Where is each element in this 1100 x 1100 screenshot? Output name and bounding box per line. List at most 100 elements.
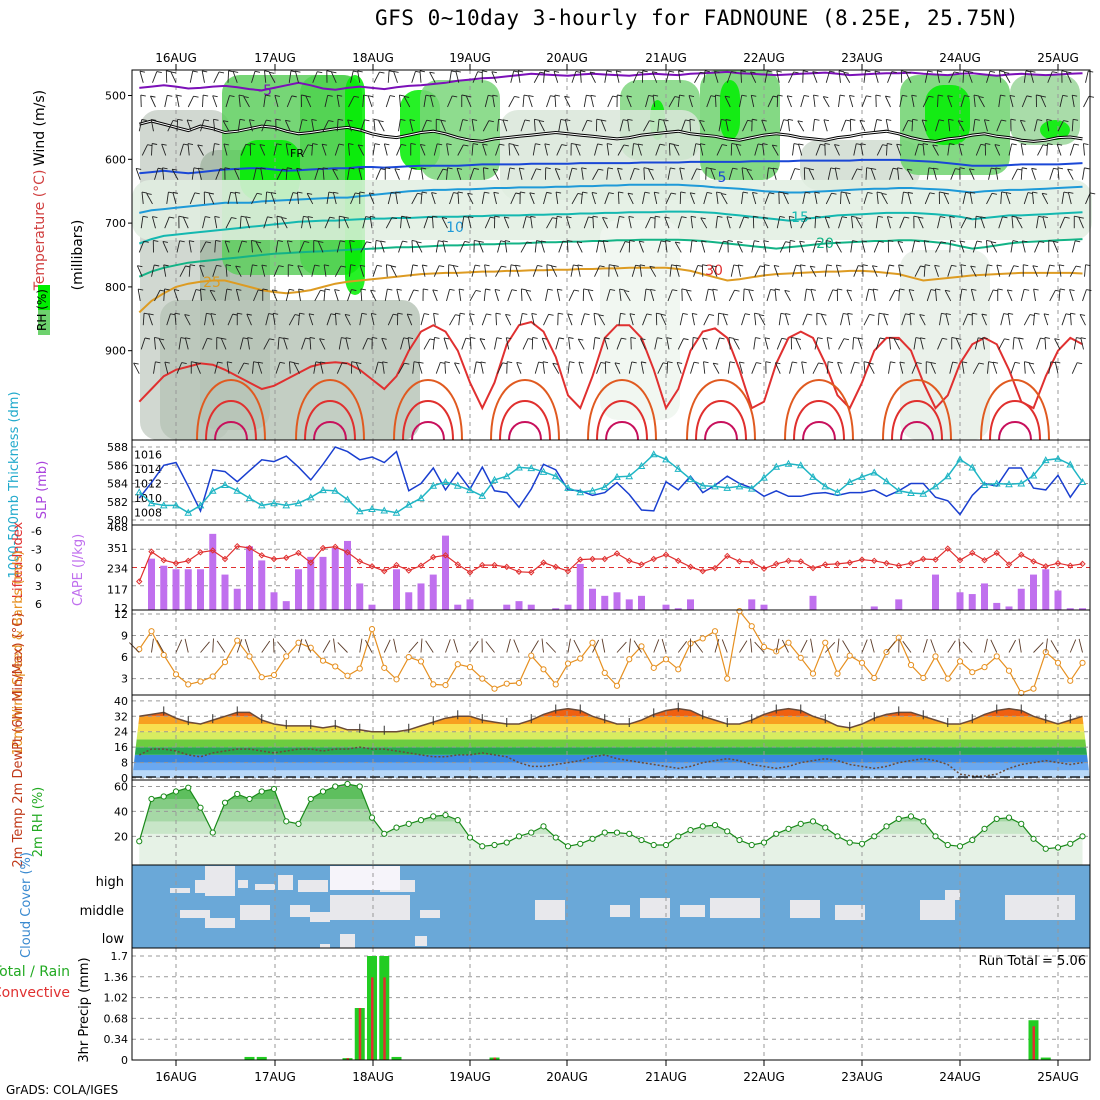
- wind-barb-flag: [332, 168, 338, 171]
- wind-barb: [580, 191, 583, 205]
- wind-barb: [908, 289, 914, 302]
- wind-barb-flag: [170, 71, 177, 74]
- cape-bar: [282, 601, 290, 610]
- wind-barb-flag: [1008, 312, 1014, 315]
- wind-barb-flag: [276, 215, 283, 218]
- wind-barb: [834, 167, 838, 180]
- wind-barb: [334, 313, 337, 326]
- wind-barb-flag: [598, 168, 604, 171]
- li-marker: [969, 549, 976, 557]
- sfc-wind-barb: [151, 638, 154, 653]
- li-marker: [307, 559, 314, 566]
- wind-barb: [619, 119, 624, 132]
- wind-barb-flag: [463, 144, 469, 147]
- wind-barb-flag: [229, 95, 235, 97]
- slp-marker: [208, 486, 217, 494]
- wind-barb: [436, 168, 444, 180]
- wind-barb: [846, 289, 853, 302]
- wind-barb-flag: [930, 362, 936, 365]
- wind-barb-flag: [185, 337, 191, 340]
- wind-barb: [642, 192, 646, 205]
- wind-barb: [507, 289, 513, 302]
- wind-barb: [556, 289, 561, 302]
- wind-barb-flag: [613, 265, 619, 267]
- wind-barb: [651, 71, 658, 83]
- wind-barb: [737, 241, 743, 253]
- wind-barb: [456, 168, 462, 180]
- wind-speed-marker: [491, 685, 498, 692]
- wind-barb-flag: [803, 70, 809, 73]
- wind-barb: [294, 71, 299, 83]
- wind-barb-flag: [635, 264, 641, 267]
- wind-barb-flag: [187, 143, 194, 145]
- sfc-wind-barb: [184, 638, 189, 653]
- wind-barb-flag: [174, 289, 180, 292]
- wind-barb: [935, 119, 940, 132]
- wind-barb: [421, 264, 426, 277]
- wind-barb: [715, 337, 720, 350]
- wind-barb: [467, 216, 472, 229]
- wind-barb: [870, 168, 876, 180]
- wind-barb-flag: [558, 312, 564, 315]
- wind-barb-flag: [434, 337, 440, 339]
- wind-barb-flag: [706, 191, 713, 194]
- li-marker: [381, 567, 388, 575]
- date-tick-bottom: 24AUG: [939, 1070, 981, 1084]
- wind-barb-flag: [420, 143, 426, 146]
- wind-barb: [264, 70, 267, 83]
- rh-marker: [454, 817, 461, 824]
- wind-barb: [949, 361, 954, 374]
- cape-bar: [870, 606, 878, 610]
- wind-barb-flag: [808, 168, 815, 171]
- wind-barb: [399, 95, 401, 108]
- wind-barb-flag: [404, 95, 410, 98]
- cape-bar: [148, 558, 155, 610]
- wind-barb: [911, 362, 918, 374]
- wind-barb-flag: [718, 312, 724, 315]
- wind-barb: [788, 216, 792, 229]
- wind-barb: [1046, 264, 1051, 277]
- wind-barb: [804, 288, 807, 301]
- wind-barb-flag: [854, 361, 860, 364]
- wind-barb-flag: [762, 216, 769, 219]
- cape-bar: [1017, 588, 1025, 610]
- wind-barb-flag: [494, 215, 500, 218]
- wind-barb: [370, 313, 375, 326]
- wind-barb-flag: [162, 241, 168, 243]
- wind-barb-flag: [329, 216, 335, 219]
- wind-barb: [293, 362, 300, 374]
- wind-barb: [286, 240, 291, 253]
- wind-barb: [233, 168, 240, 180]
- wind-barb: [657, 240, 662, 253]
- wind-barb: [873, 241, 880, 253]
- wind-barb: [209, 290, 217, 302]
- slp-marker: [637, 461, 646, 469]
- wind-barb-flag: [781, 337, 787, 340]
- wind-barb: [515, 265, 520, 277]
- wind-barb: [665, 71, 670, 83]
- wind-barb: [958, 143, 963, 156]
- wind-barb-flag: [1034, 312, 1040, 315]
- wind-barb: [533, 71, 541, 83]
- wind-barb-flag: [909, 312, 916, 315]
- wind-barb: [393, 71, 398, 83]
- wind-barb-flag: [602, 216, 608, 219]
- wind-barb: [227, 192, 232, 205]
- wind-barb: [814, 216, 817, 229]
- wind-barb-flag: [1040, 95, 1046, 98]
- wind-barb-flag: [1069, 289, 1075, 291]
- wind-barb: [660, 314, 667, 326]
- wind-barb-flag: [642, 70, 648, 73]
- wind-barb-flag: [700, 143, 706, 146]
- wind-barb: [1058, 288, 1061, 301]
- wind-barb: [288, 70, 292, 83]
- wind-barb: [814, 337, 819, 350]
- li-marker: [209, 547, 216, 554]
- wind-barb-flag: [717, 215, 723, 218]
- wind-barb: [1044, 337, 1047, 350]
- wind-barb-flag: [250, 143, 256, 145]
- wind-barb-flag: [617, 94, 623, 97]
- date-tick-top: 20AUG: [546, 51, 588, 65]
- wind-barb: [897, 167, 900, 180]
- wind-barb-flag: [1057, 167, 1064, 170]
